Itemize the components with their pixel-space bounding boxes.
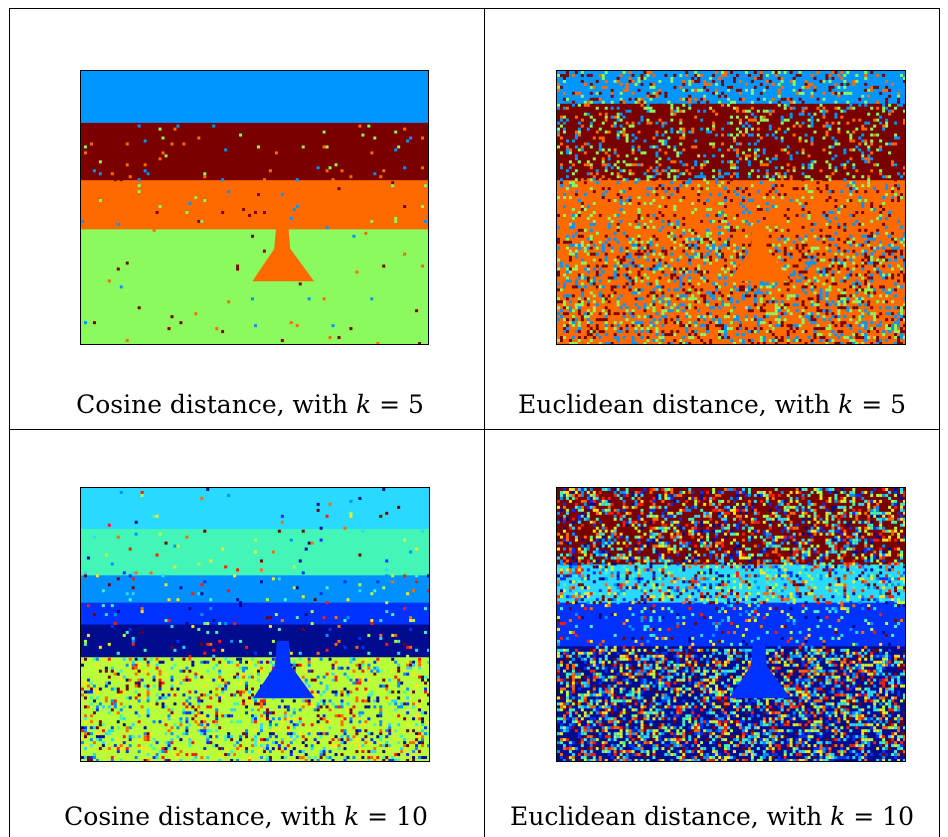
- clustering-image-euclidean-k5: [556, 70, 906, 345]
- clustering-image-cosine-k10: [80, 487, 430, 762]
- clustering-image-euclidean-k10: [556, 487, 906, 762]
- k-symbol: k: [356, 390, 372, 419]
- equals-sign: =: [371, 390, 409, 419]
- equals-sign: =: [845, 802, 883, 831]
- caption-text: Euclidean distance, with: [510, 802, 831, 831]
- clustering-image-cosine-k5: [80, 70, 429, 345]
- caption-euclidean-k10: Euclidean distance, with k = 10: [510, 802, 914, 831]
- table-middle-rule: [9, 429, 940, 430]
- object-cone: [252, 223, 315, 282]
- cluster-band: [81, 180, 428, 231]
- object-cone: [729, 223, 791, 282]
- caption-text: Cosine distance, with: [64, 802, 345, 831]
- cluster-band: [81, 488, 429, 530]
- k-symbol: k: [838, 390, 854, 419]
- table-left-rule: [9, 8, 10, 837]
- caption-cosine-k5: Cosine distance, with k = 5: [76, 390, 424, 419]
- k-symbol: k: [344, 802, 360, 831]
- table-top-rule: [9, 8, 940, 9]
- table-center-rule: [484, 8, 485, 837]
- k-value: 5: [890, 390, 907, 419]
- equals-sign: =: [853, 390, 891, 419]
- object-cone: [729, 640, 791, 699]
- k-value: 10: [882, 802, 914, 831]
- caption-text: Cosine distance, with: [76, 390, 357, 419]
- cluster-band: [81, 575, 429, 604]
- caption-text: Euclidean distance, with: [517, 390, 839, 419]
- object-cone: [253, 640, 315, 699]
- cluster-band: [81, 71, 428, 124]
- cluster-band: [81, 122, 428, 182]
- equals-sign: =: [359, 802, 397, 831]
- table-right-rule: [939, 8, 940, 837]
- k-symbol: k: [830, 802, 846, 831]
- k-value: 5: [408, 390, 424, 419]
- caption-euclidean-k5: Euclidean distance, with k = 5: [518, 390, 906, 419]
- cluster-band: [81, 602, 429, 626]
- caption-cosine-k10: Cosine distance, with k = 10: [64, 802, 428, 831]
- k-value: 10: [396, 802, 428, 831]
